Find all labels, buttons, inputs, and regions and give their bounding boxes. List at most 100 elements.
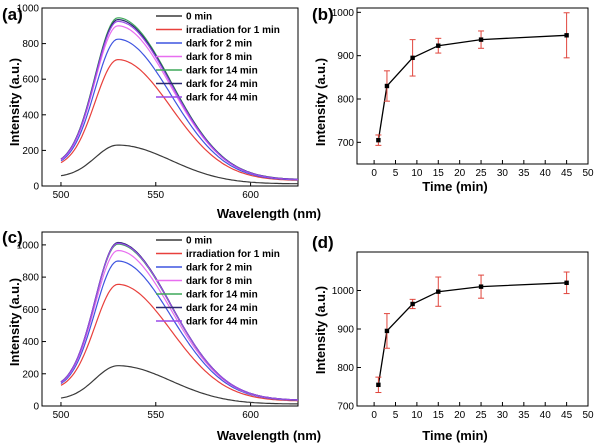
panel-c-series-dark-for-2-min bbox=[60, 260, 298, 401]
panel-b-xlabel: Time (min) bbox=[422, 179, 488, 194]
panel-d-xtick-label: 5 bbox=[393, 410, 399, 421]
panel-c-xtick-label: 500 bbox=[53, 410, 70, 421]
panel-c-ytick-label: 1000 bbox=[17, 240, 40, 251]
panel-b-ytick-label: 700 bbox=[337, 138, 354, 149]
panel-a-plot: 500 550 600 0 200 400 600 800 1000 bbox=[17, 4, 299, 201]
panel-c: (c) Wavelength (nm) Intensity (a.u.) 500… bbox=[2, 228, 321, 443]
panel-c-legend: 0 min irradiation for 1 min dark for 2 min… bbox=[156, 236, 280, 328]
panel-b-xtick-label: 10 bbox=[411, 168, 423, 179]
panel-a-ytick-label: 0 bbox=[33, 182, 39, 193]
panel-d-xtick-label: 35 bbox=[518, 410, 530, 421]
panel-a-plot-frame bbox=[41, 7, 299, 187]
panel-a-series-0-min bbox=[60, 144, 298, 185]
panel-d-xtick-label: 50 bbox=[582, 410, 594, 421]
panel-c-xlabel: Wavelength (nm) bbox=[217, 428, 321, 443]
panel-a-series-dark-for-2-min bbox=[60, 38, 299, 181]
panel-a-series-irradiation-for-1-min bbox=[60, 58, 299, 181]
panel-d-ylabel: Intensity (a.u.) bbox=[313, 286, 328, 374]
panel-a-legend-label-dark-for-44-min: dark for 44 min bbox=[186, 93, 258, 104]
panel-b-xtick-label: 15 bbox=[433, 168, 445, 179]
panel-d-series-line bbox=[377, 282, 567, 385]
panel-a-legend-label-irradiation-for-1-min: irradiation for 1 min bbox=[186, 25, 280, 36]
panel-a-ytick-label: 800 bbox=[22, 39, 39, 50]
panel-a-legend-label-dark-for-14-min: dark for 14 min bbox=[186, 66, 258, 77]
panel-a-legend-label-dark-for-8-min: dark for 8 min bbox=[186, 52, 252, 63]
panel-b-plot-frame bbox=[356, 7, 589, 165]
panel-a-ytick-label: 400 bbox=[22, 110, 39, 121]
panel-b-xtick-label: 50 bbox=[582, 168, 594, 179]
panel-b-data-point bbox=[410, 55, 415, 61]
panel-c-legend-label-dark-for-24-min: dark for 24 min bbox=[186, 303, 258, 314]
panel-b-xtick-label: 40 bbox=[540, 168, 552, 179]
panel-c-legend-label-dark-for-8-min: dark for 8 min bbox=[186, 276, 252, 287]
panel-a-ytick-label: 1000 bbox=[17, 4, 40, 15]
panel-c-legend-label-0-min: 0 min bbox=[186, 236, 212, 247]
panel-d-data-point bbox=[384, 328, 390, 334]
panel-b-data-point bbox=[384, 83, 390, 89]
panel-b: (b) Time (min) Intensity (a.u.) 0 5 10 15 20… bbox=[312, 5, 594, 194]
panel-a: (a) Wavelength (nm) Intensity (a.u.) 500… bbox=[2, 4, 321, 222]
panel-b-xtick-label: 45 bbox=[561, 168, 573, 179]
panel-c-plot-frame bbox=[41, 231, 299, 407]
panel-d-letter: (d) bbox=[312, 233, 334, 252]
panel-b-data-point bbox=[376, 137, 381, 143]
panel-b-data-point bbox=[436, 43, 441, 48]
panel-d-xtick-label: 20 bbox=[454, 410, 466, 421]
panel-d-xtick-label: 30 bbox=[497, 410, 509, 421]
panel-c-series-irradiation-for-1-min bbox=[60, 283, 299, 402]
panel-a-legend-label-0-min: 0 min bbox=[186, 12, 212, 23]
panel-d-xtick-label: 15 bbox=[433, 410, 445, 421]
panel-d-xtick-label: 25 bbox=[475, 410, 487, 421]
panel-c-legend-label-dark-for-44-min: dark for 44 min bbox=[186, 317, 258, 328]
panel-d-ytick-label: 800 bbox=[337, 363, 354, 374]
panel-c-xtick-label: 550 bbox=[147, 410, 164, 421]
panel-c-legend-label-irradiation-for-1-min: irradiation for 1 min bbox=[186, 249, 280, 260]
panel-c-ylabel: Intensity (a.u.) bbox=[7, 278, 22, 366]
panel-d-ytick-label: 700 bbox=[337, 402, 354, 413]
panel-b-ytick-label: 1000 bbox=[332, 8, 355, 19]
panel-b-xtick-label: 30 bbox=[497, 168, 509, 179]
panel-b-xtick-label: 5 bbox=[393, 168, 399, 179]
panel-d-ytick-label: 900 bbox=[337, 325, 354, 336]
panel-d-xtick-label: 40 bbox=[540, 410, 552, 421]
panel-a-xtick-label: 600 bbox=[242, 190, 259, 201]
panel-b-ylabel: Intensity (a.u.) bbox=[313, 58, 328, 146]
panel-a-series-dark-for-44-min bbox=[60, 20, 298, 180]
panel-c-legend-label-dark-for-2-min: dark for 2 min bbox=[186, 263, 252, 274]
panel-d-data-point bbox=[376, 382, 381, 388]
panel-a-ytick-label: 600 bbox=[22, 75, 39, 86]
panel-c-xtick-label: 600 bbox=[242, 410, 259, 421]
panel-a-legend: 0 min irradiation for 1 min dark for 2 min… bbox=[156, 12, 280, 104]
panel-b-xtick-label: 20 bbox=[454, 168, 466, 179]
panel-d: (d) Time (min) Intensity (a.u.) 0 5 10 15 20… bbox=[312, 233, 594, 443]
panel-a-letter: (a) bbox=[2, 5, 23, 24]
panel-d-xtick-label: 0 bbox=[371, 410, 377, 421]
panel-b-ytick-label: 900 bbox=[337, 51, 354, 62]
panel-d-data-point bbox=[478, 284, 484, 289]
panel-d-data-point bbox=[436, 289, 441, 294]
panel-d-xlabel: Time (min) bbox=[422, 428, 488, 443]
panel-c-ytick-label: 400 bbox=[22, 337, 39, 348]
panel-a-xtick-label: 550 bbox=[147, 190, 164, 201]
panel-b-series-line bbox=[377, 34, 567, 141]
panel-d-xtick-label: 10 bbox=[411, 410, 423, 421]
panel-b-letter: (b) bbox=[312, 5, 334, 24]
panel-a-legend-label-dark-for-2-min: dark for 2 min bbox=[186, 39, 252, 50]
panel-b-xtick-label: 0 bbox=[371, 168, 377, 179]
panel-b-xtick-label: 35 bbox=[518, 168, 530, 179]
panel-b-data-point bbox=[478, 37, 484, 42]
panel-c-ytick-label: 600 bbox=[22, 305, 39, 316]
panel-b-ytick-label: 800 bbox=[337, 95, 354, 106]
panel-b-data-point bbox=[564, 33, 569, 38]
panel-c-ytick-label: 0 bbox=[33, 402, 39, 413]
panel-d-plot-frame bbox=[356, 251, 589, 407]
panel-a-xtick-label: 500 bbox=[53, 190, 70, 201]
panel-d-data-point bbox=[410, 301, 415, 307]
panel-a-legend-label-dark-for-24-min: dark for 24 min bbox=[186, 79, 258, 90]
panel-d-ytick-label: 1000 bbox=[332, 286, 355, 297]
panel-d-xtick-label: 45 bbox=[561, 410, 573, 421]
panel-d-plot: 0 5 10 15 20 25 30 35 40 45 50 700 800 900 1000 bbox=[332, 251, 594, 421]
panel-d-data-point bbox=[564, 280, 569, 285]
panel-c-legend-label-dark-for-14-min: dark for 14 min bbox=[186, 290, 258, 301]
